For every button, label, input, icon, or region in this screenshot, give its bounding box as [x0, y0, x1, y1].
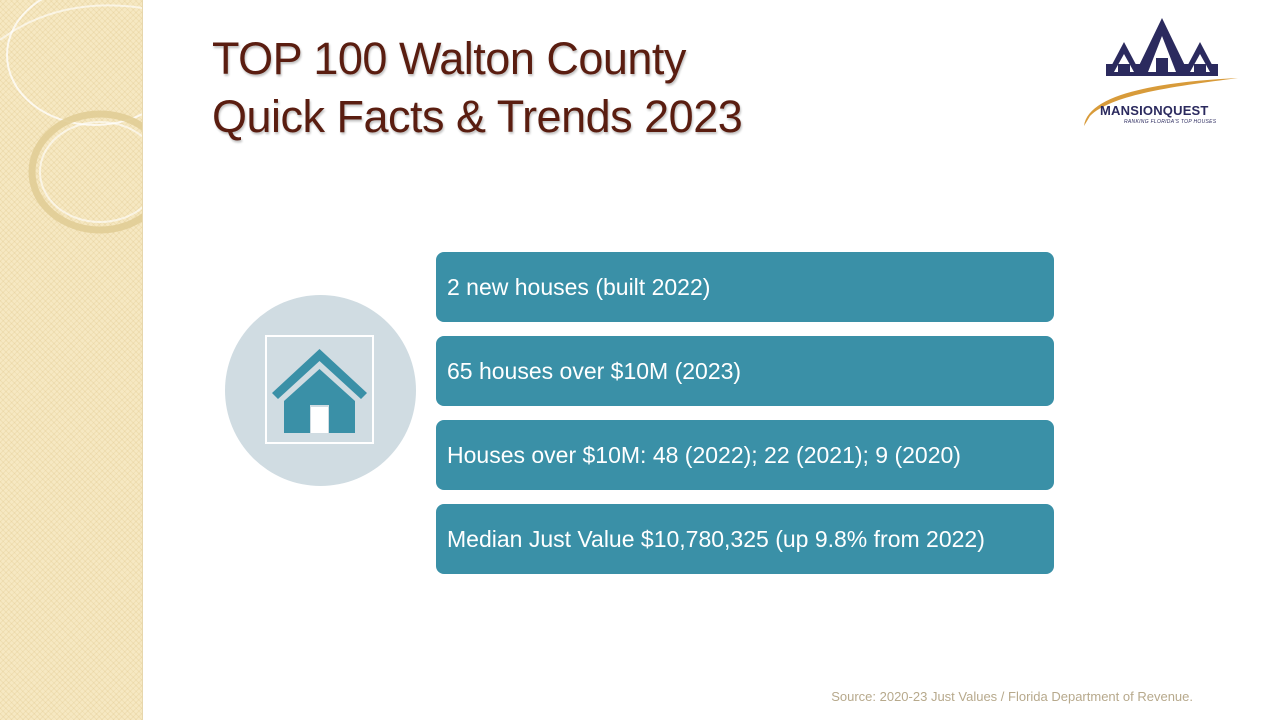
fact-new-houses: 2 new houses (built 2022) [436, 252, 1054, 322]
house-icon-frame [265, 335, 374, 444]
facts-list: 2 new houses (built 2022) 65 houses over… [436, 252, 1054, 588]
logo-tagline: RANKING FLORIDA'S TOP HOUSES [1124, 119, 1217, 125]
mansionquest-logo-icon [1084, 18, 1238, 126]
slide-title: TOP 100 Walton County Quick Facts & Tren… [212, 30, 743, 146]
logo-wordmark: MANSIONQUEST [1100, 103, 1209, 118]
swirl-decoration [0, 0, 142, 234]
title-line-2: Quick Facts & Trends 2023 [212, 91, 743, 142]
source-note: Source: 2020-23 Just Values / Florida De… [831, 689, 1193, 704]
decorative-side-panel [0, 0, 143, 720]
fact-houses-over-10m-history: Houses over $10M: 48 (2022); 22 (2021); … [436, 420, 1054, 490]
fact-median-just-value: Median Just Value $10,780,325 (up 9.8% f… [436, 504, 1054, 574]
title-line-1: TOP 100 Walton County [212, 33, 686, 84]
house-icon [272, 349, 367, 433]
fact-houses-over-10m-2023: 65 houses over $10M (2023) [436, 336, 1054, 406]
